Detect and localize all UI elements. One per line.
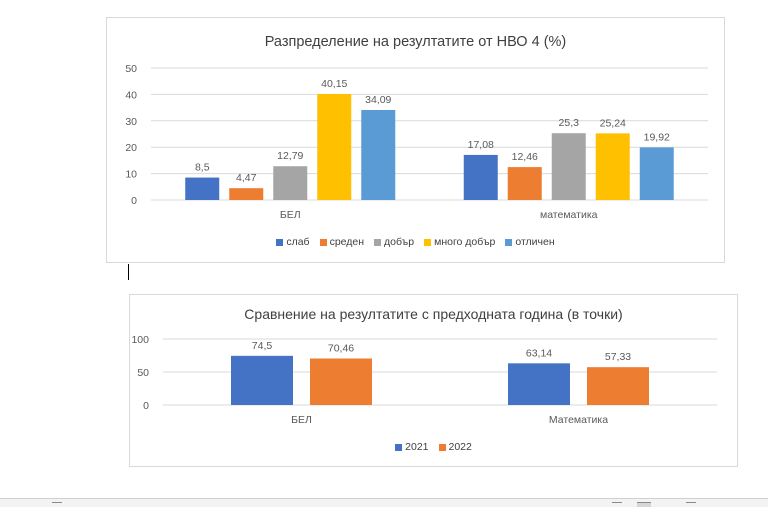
legend-item: много добър [424,236,495,248]
y-tick-label: 10 [125,169,137,181]
legend-item: среден [319,236,365,248]
bar [508,363,570,405]
y-tick-label: 40 [125,89,137,101]
x-tick-label: математика [540,209,598,221]
bar [595,133,630,200]
data-label: 25,24 [600,117,626,129]
data-label: 8,5 [195,162,210,174]
y-tick-label: 100 [131,334,149,346]
legend-label: отличен [515,236,555,248]
data-label: 4,47 [236,172,257,184]
chart-legend: 2021 2022 [130,441,737,453]
yearly-comparison-chart[interactable]: Сравнение на резултатите с предходната г… [129,294,738,467]
legend-label: добър [384,236,415,248]
chart-title: Разпределение на резултатите от НВО 4 (%… [264,34,567,50]
legend-swatch [505,238,513,246]
bar [231,355,293,405]
y-tick-label: 30 [125,116,137,128]
chart-legend: слаб среден добър много добър отличен [107,236,724,248]
x-tick-label: БЕЛ [280,209,301,221]
chart-title: Сравнение на резултатите с предходната г… [244,306,623,322]
legend-label: 2022 [448,441,472,453]
legend-swatch [438,443,446,451]
bar [310,358,372,405]
bar [361,110,396,200]
legend-item: добър [374,236,414,248]
view-icon[interactable] [52,502,62,507]
legend-item: 2021 [395,441,429,453]
x-tick-label: Математика [549,414,608,426]
legend-label: слаб [286,236,310,248]
data-label: 63,14 [526,347,552,359]
data-label: 12,79 [277,150,303,162]
y-tick-label: 50 [137,367,149,379]
bar [587,367,649,405]
bar [185,177,220,200]
legend-item: отличен [505,236,555,248]
legend-swatch [319,238,327,246]
bar [229,188,264,200]
legend-swatch [395,443,403,451]
text-cursor [128,264,129,280]
bar [639,147,674,200]
data-label: 34,09 [365,94,391,106]
data-label: 74,5 [252,340,273,352]
legend-item: слаб [276,236,310,248]
data-label: 40,15 [321,78,347,90]
print-layout-icon[interactable] [637,502,651,507]
data-label: 19,92 [644,131,670,143]
legend-item: 2022 [438,441,472,453]
chart-plot: 0 10 20 30 40 50 8,5 4,47 12,79 40,15 34,09 БЕЛ 17,0… [125,63,708,221]
legend-label: среден [329,236,365,248]
bar [317,94,352,200]
legend-swatch [424,238,432,246]
y-tick-label: 50 [125,63,137,75]
web-layout-icon[interactable] [686,502,696,507]
x-tick-label: БЕЛ [291,414,312,426]
data-label: 70,46 [328,342,354,354]
bar [551,133,586,200]
bar [273,166,308,200]
data-label: 25,3 [559,117,580,129]
legend-label: много добър [434,236,496,248]
legend-swatch [276,238,284,246]
bar [463,154,498,200]
y-tick-label: 0 [131,195,137,207]
data-label: 17,08 [468,139,494,151]
legend-swatch [374,238,382,246]
legend-label: 2021 [405,441,429,453]
chart-plot: 0 50 100 74,5 70,46 БЕЛ 63,14 57,33 Математика [131,334,717,426]
status-bar [0,498,768,507]
focus-icon[interactable] [612,502,622,507]
y-tick-label: 20 [125,142,137,154]
data-label: 12,46 [512,151,538,163]
results-distribution-chart[interactable]: Разпределение на резултатите от НВО 4 (%… [106,17,725,263]
y-tick-label: 0 [143,400,149,412]
bar [507,167,542,200]
data-label: 57,33 [605,351,631,363]
